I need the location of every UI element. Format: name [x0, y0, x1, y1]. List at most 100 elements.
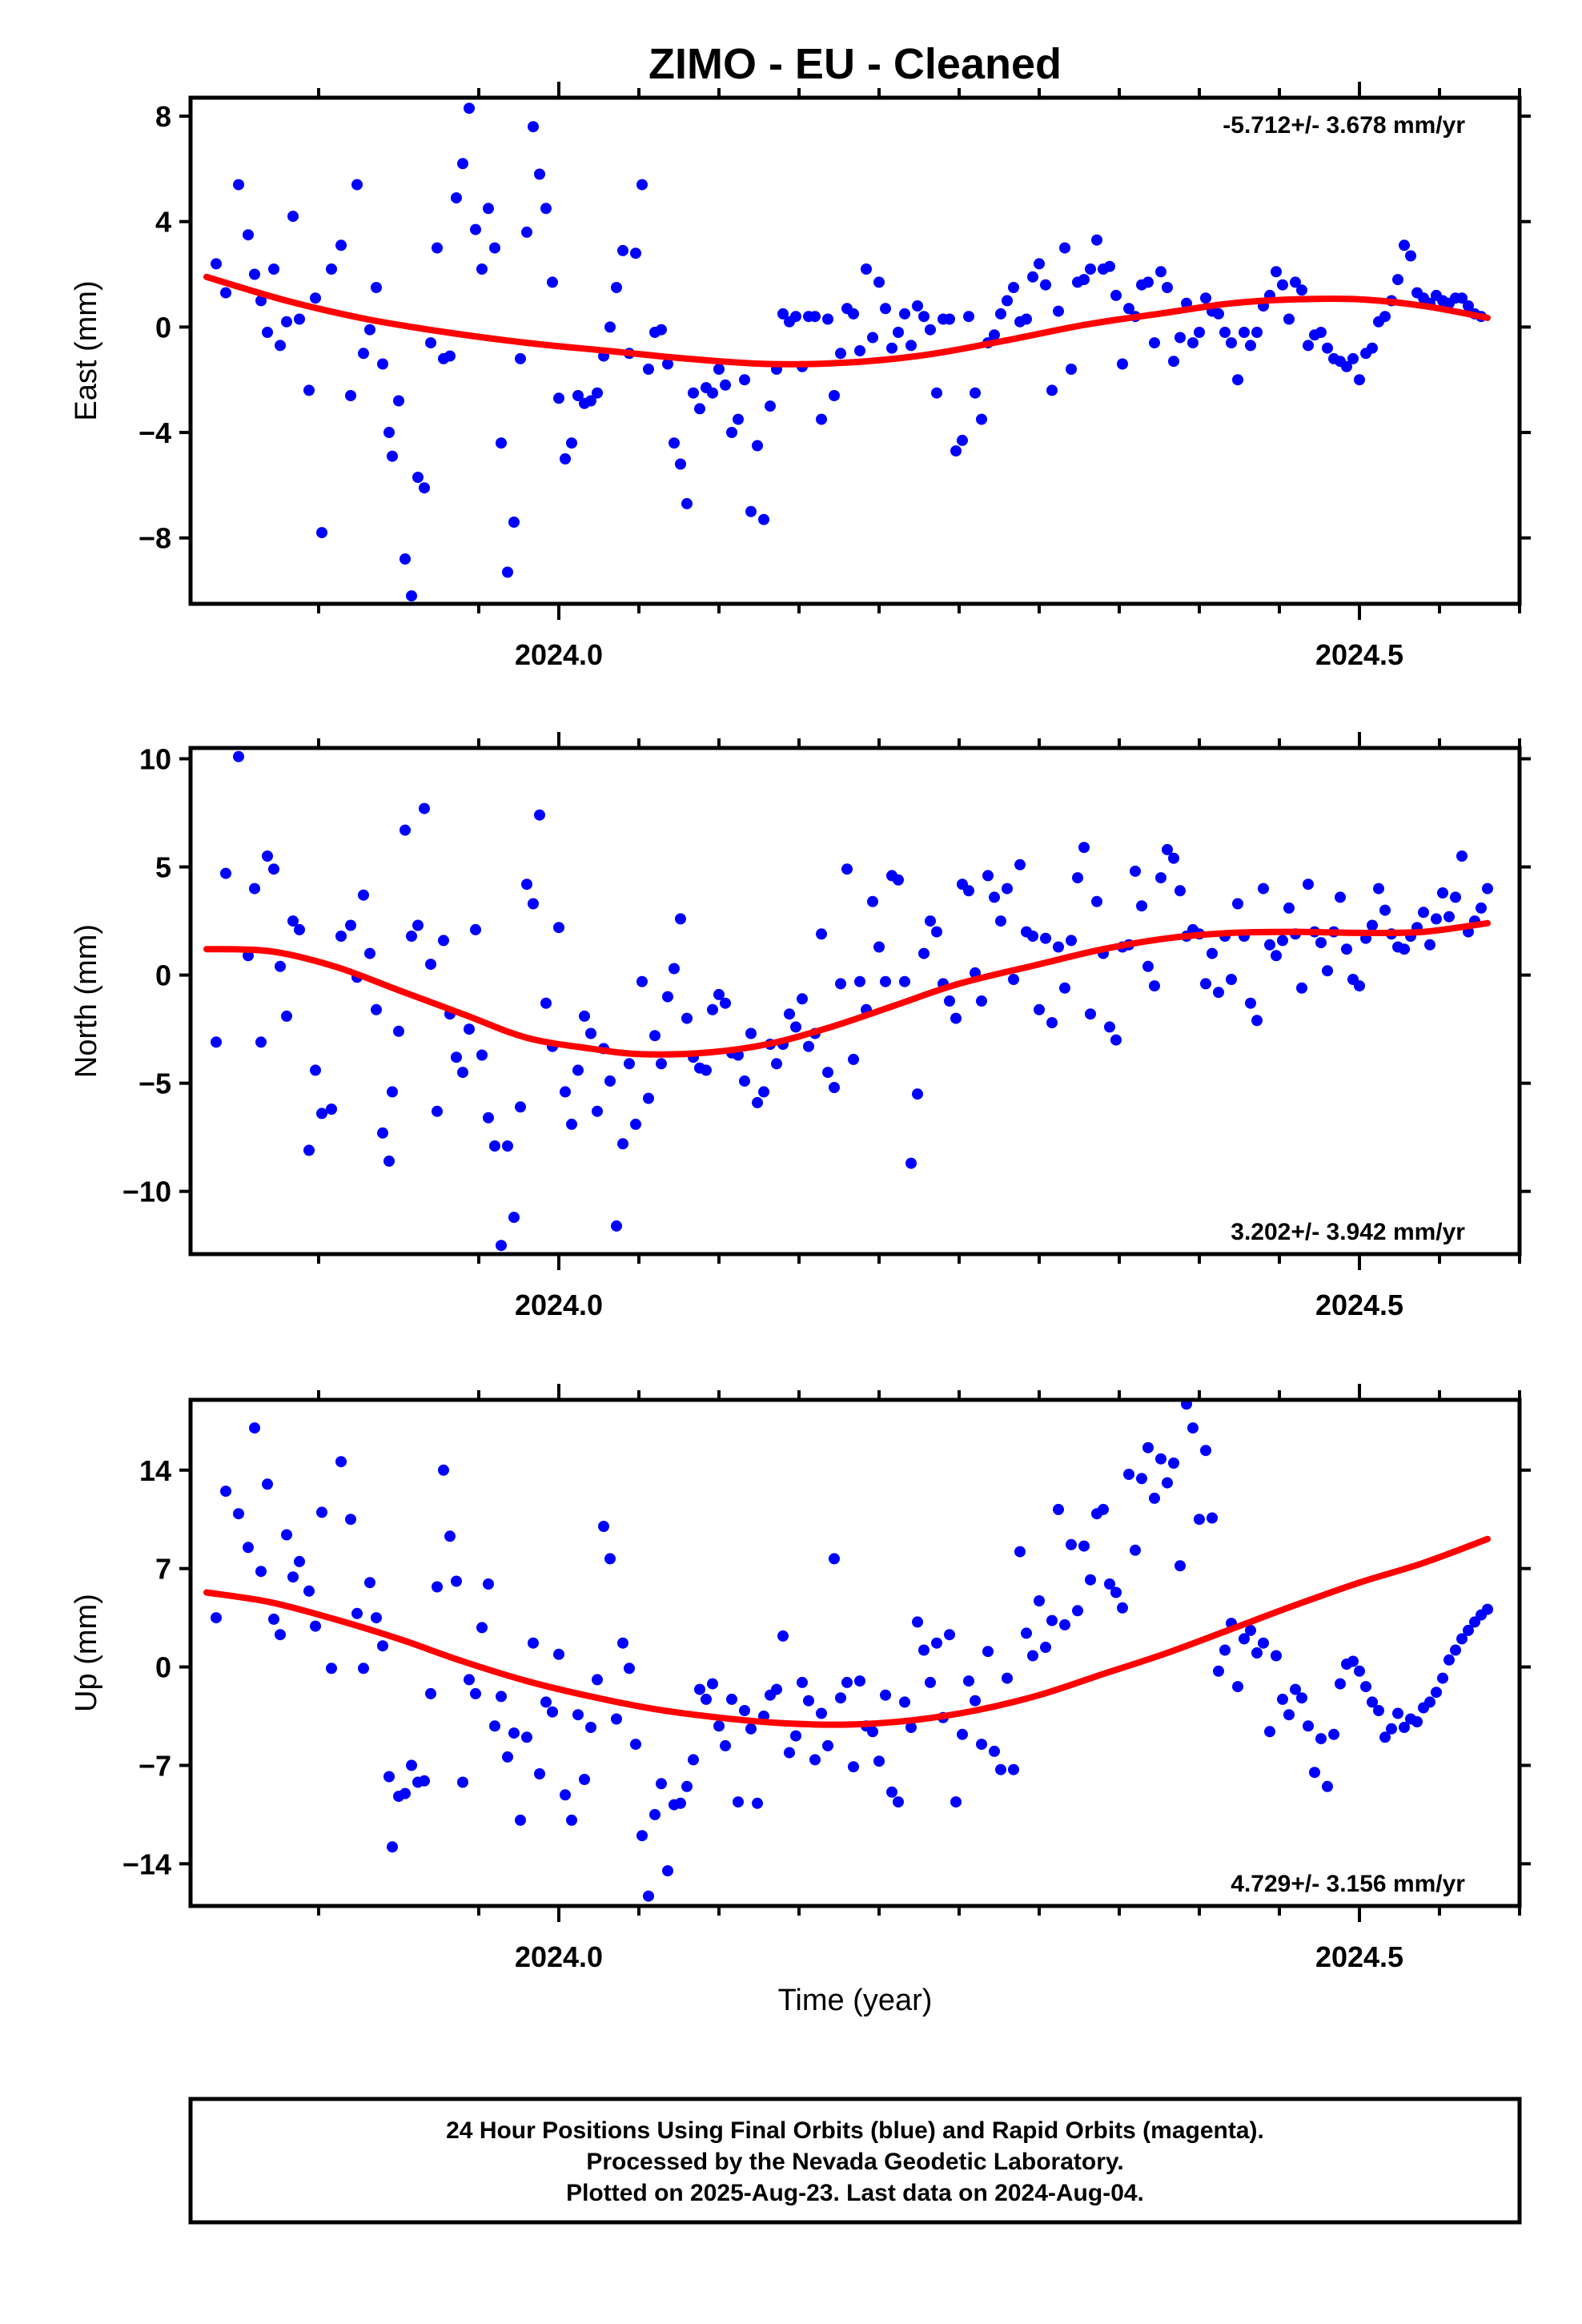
up-data-point	[925, 1676, 936, 1688]
east-data-point	[444, 350, 456, 362]
east-data-point	[777, 308, 789, 320]
up-data-point	[1450, 1644, 1461, 1656]
east-data-point	[1046, 384, 1058, 396]
north-data-point	[1091, 895, 1102, 907]
up-data-point	[1085, 1574, 1096, 1586]
north-data-point	[1437, 887, 1448, 899]
north-data-point	[1104, 1021, 1115, 1033]
up-data-point	[1443, 1654, 1455, 1666]
north-data-point	[931, 926, 942, 938]
north-data-point	[249, 883, 260, 895]
north-data-point	[489, 1140, 500, 1152]
north-data-point	[1456, 850, 1468, 862]
east-data-point	[211, 258, 222, 270]
east-data-point	[720, 379, 731, 391]
north-data-point	[1149, 980, 1160, 992]
east-data-point	[566, 437, 577, 449]
east-data-point	[745, 505, 757, 517]
east-data-point	[281, 316, 292, 328]
east-data-point	[432, 242, 443, 254]
east-data-point	[483, 203, 494, 215]
north-data-point	[294, 923, 305, 935]
up-data-point	[816, 1707, 827, 1719]
north-data-point	[963, 885, 974, 897]
up-data-point	[483, 1578, 494, 1590]
east-data-point	[867, 332, 878, 344]
up-data-point	[371, 1612, 382, 1624]
up-data-point	[1386, 1723, 1397, 1735]
up-data-point	[1290, 1683, 1301, 1695]
east-data-point	[268, 263, 279, 275]
up-data-point	[681, 1780, 693, 1792]
north-data-point	[364, 947, 375, 959]
north-data-point	[275, 960, 286, 972]
north-data-point	[521, 879, 532, 891]
up-data-point	[854, 1675, 865, 1687]
up-data-point	[899, 1696, 910, 1708]
up-data-point	[880, 1689, 891, 1701]
north-data-point	[1072, 872, 1083, 884]
up-data-point	[419, 1775, 430, 1787]
east-data-point	[451, 192, 462, 204]
east-data-point	[534, 168, 545, 180]
up-y-axis-label: Up (mm)	[70, 1594, 103, 1712]
north-data-point	[611, 1220, 622, 1232]
north-data-point	[995, 915, 1006, 927]
east-data-point	[1463, 300, 1474, 312]
north-data-point	[262, 850, 273, 862]
up-data-point	[502, 1751, 513, 1763]
east-data-point	[521, 226, 532, 238]
up-data-point	[1367, 1696, 1378, 1708]
north-data-point	[281, 1010, 292, 1022]
up-data-point	[713, 1720, 725, 1732]
up-data-point	[867, 1726, 878, 1738]
north-data-point	[675, 913, 686, 925]
up-data-point	[989, 1745, 1000, 1757]
east-data-point	[636, 179, 648, 191]
up-data-point	[1174, 1560, 1186, 1572]
north-data-point	[483, 1112, 494, 1124]
up-data-point	[1379, 1731, 1391, 1743]
east-data-point	[1162, 282, 1173, 293]
north-data-point	[287, 915, 299, 927]
north-data-point	[358, 889, 369, 901]
north-data-point	[701, 1064, 712, 1076]
north-data-point	[268, 863, 279, 875]
up-data-point	[1162, 1477, 1173, 1489]
east-y-axis-label: East (mm)	[70, 280, 103, 420]
north-data-point	[752, 1096, 763, 1108]
up-data-point	[377, 1640, 388, 1652]
east-data-point	[457, 158, 468, 170]
up-data-point	[294, 1555, 305, 1567]
east-data-point	[604, 321, 616, 333]
north-data-point	[393, 1025, 404, 1037]
east-data-point	[733, 413, 744, 425]
north-x-tick-label: 2024.5	[1315, 1289, 1403, 1321]
north-data-point	[784, 1008, 795, 1020]
north-data-point	[1008, 974, 1019, 985]
up-data-point	[1437, 1672, 1448, 1684]
east-data-point	[275, 340, 286, 352]
north-data-point	[893, 874, 904, 886]
north-data-point	[1232, 898, 1243, 910]
north-data-point	[1399, 943, 1410, 955]
north-data-point	[1443, 911, 1455, 923]
up-data-point	[387, 1841, 398, 1853]
east-data-point	[1168, 356, 1179, 368]
east-data-point	[713, 364, 725, 375]
north-data-point	[720, 997, 731, 1009]
east-data-point	[412, 472, 424, 483]
east-data-point	[1040, 279, 1051, 291]
up-y-tick-label: 0	[155, 1651, 171, 1684]
up-data-point	[752, 1797, 763, 1809]
up-data-point	[1271, 1650, 1282, 1662]
up-data-point	[643, 1890, 654, 1902]
east-data-point	[893, 327, 904, 338]
east-data-point	[489, 242, 500, 254]
north-data-point	[1264, 939, 1275, 951]
north-data-point	[1046, 1017, 1058, 1028]
east-data-point	[233, 179, 244, 191]
north-data-point	[1379, 904, 1391, 916]
up-data-point	[1373, 1705, 1384, 1716]
